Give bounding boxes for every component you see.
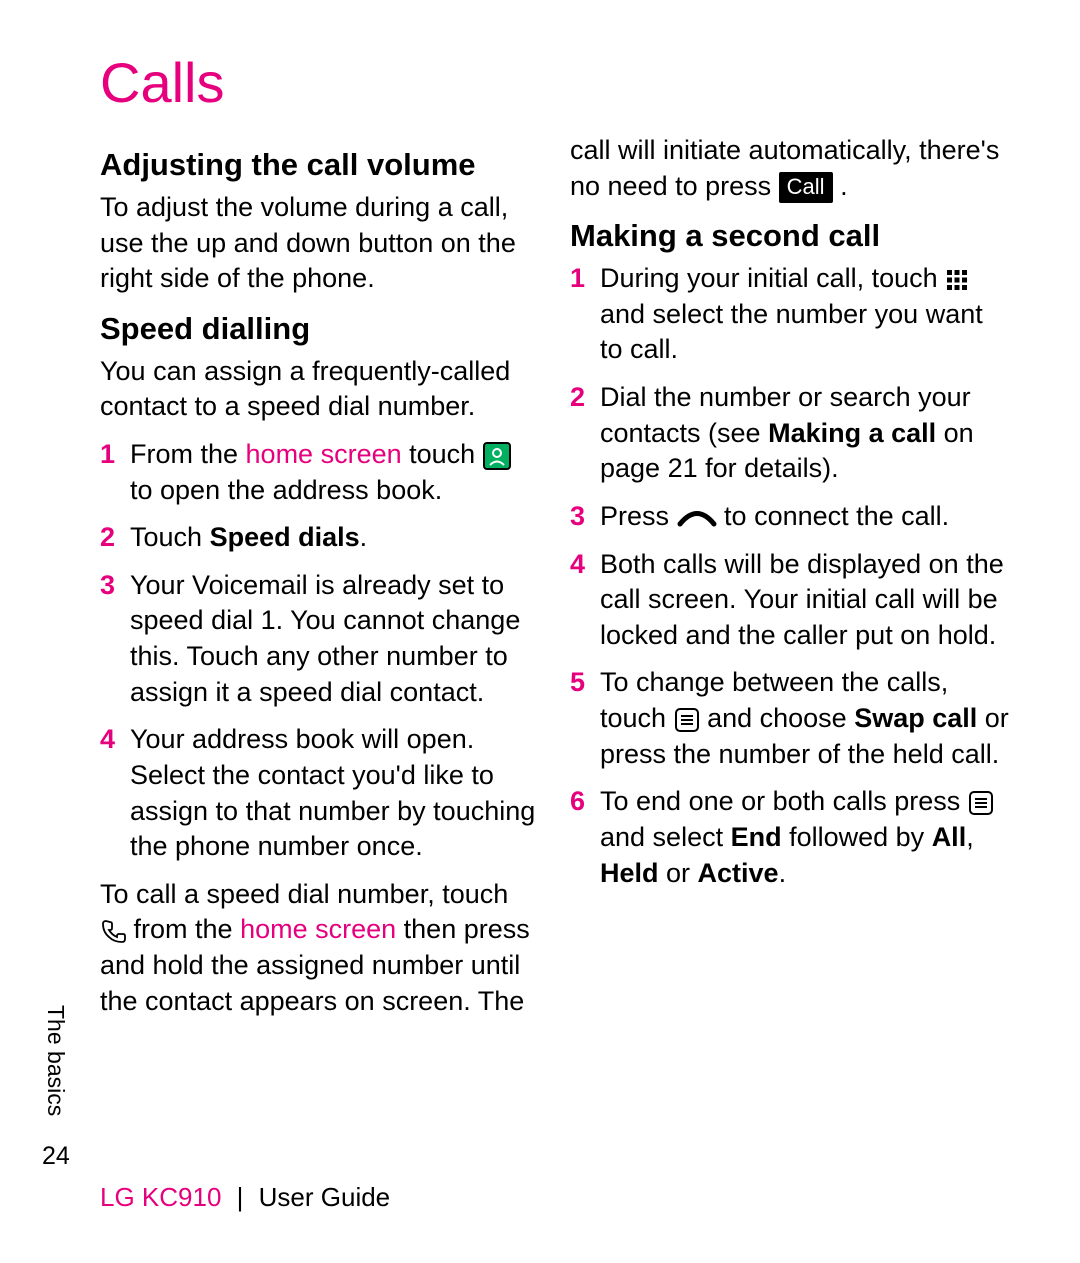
second-call-steps: 1 During your initial call, touch and se… xyxy=(570,261,1010,891)
step-text: . xyxy=(779,858,787,888)
list-item: 2 Dial the number or search your contact… xyxy=(570,380,1010,487)
step-number: 1 xyxy=(570,261,585,297)
bold-end: End xyxy=(731,822,782,852)
speed-dial-steps: 1 From the home screen touch to open the… xyxy=(100,437,540,865)
step-text: To end one or both calls press xyxy=(600,786,968,816)
step-number: 4 xyxy=(100,722,115,758)
list-item: 4 Your address book will open. Select th… xyxy=(100,722,540,865)
keypad-grid-icon xyxy=(945,268,969,292)
list-item: 1 During your initial call, touch and se… xyxy=(570,261,1010,368)
step-number: 3 xyxy=(570,499,585,535)
text: To call a speed dial number, touch xyxy=(100,879,508,909)
step-text: , xyxy=(966,822,974,852)
step-text: and choose xyxy=(707,703,854,733)
step-text: and select the number you want to call. xyxy=(600,299,983,365)
left-column: Adjusting the call volume To adjust the … xyxy=(100,133,540,1031)
step-number: 2 xyxy=(100,520,115,556)
list-item: 3 Press to connect the call. xyxy=(570,499,1010,535)
para-continuation: call will initiate automatically, there'… xyxy=(570,133,1010,204)
bold-making-a-call: Making a call xyxy=(768,418,936,448)
footer-separator: | xyxy=(237,1182,244,1212)
para-speed-dial-call: To call a speed dial number, touch from … xyxy=(100,877,540,1020)
para-speed-dial-intro: You can assign a frequently-called conta… xyxy=(100,354,540,425)
list-item: 4 Both calls will be displayed on the ca… xyxy=(570,547,1010,654)
list-item: 2 Touch Speed dials. xyxy=(100,520,540,556)
step-text: to open the address book. xyxy=(130,475,442,505)
step-text: to connect the call. xyxy=(724,501,949,531)
contacts-icon xyxy=(483,442,511,470)
right-column: call will initiate automatically, there'… xyxy=(570,133,1010,1031)
bold-speed-dials: Speed dials xyxy=(210,522,360,552)
footer-model: LG KC910 xyxy=(100,1182,221,1212)
step-text: and select xyxy=(600,822,731,852)
list-item: 3 Your Voicemail is already set to speed… xyxy=(100,568,540,711)
footer-guide: User Guide xyxy=(259,1182,391,1212)
link-home-screen: home screen xyxy=(246,439,402,469)
text: from the xyxy=(134,914,241,944)
list-item: 6 To end one or both calls press and sel… xyxy=(570,784,1010,891)
menu-icon xyxy=(674,707,700,733)
step-number: 4 xyxy=(570,547,585,583)
phone-handset-icon xyxy=(100,918,126,944)
step-text: touch xyxy=(402,439,483,469)
footer: LG KC910 | User Guide xyxy=(100,1182,390,1213)
heading-second-call: Making a second call xyxy=(570,216,1010,257)
step-number: 2 xyxy=(570,380,585,416)
step-text: Your address book will open. Select the … xyxy=(130,724,535,861)
manual-page: Calls Adjusting the call volume To adjus… xyxy=(0,0,1080,1263)
page-title: Calls xyxy=(100,50,1010,115)
link-home-screen: home screen xyxy=(240,914,396,944)
step-text: or xyxy=(659,858,698,888)
bold-swap-call: Swap call xyxy=(854,703,977,733)
step-text: During your initial call, touch xyxy=(600,263,945,293)
call-button-icon: Call xyxy=(779,172,833,203)
step-text: Press xyxy=(600,501,677,531)
step-text: Your Voicemail is already set to speed d… xyxy=(130,570,520,707)
step-number: 1 xyxy=(100,437,115,473)
step-text: Both calls will be displayed on the call… xyxy=(600,549,1004,650)
step-text: From the xyxy=(130,439,246,469)
step-number: 3 xyxy=(100,568,115,604)
page-number: 24 xyxy=(42,1142,70,1171)
bold-all: All xyxy=(932,822,967,852)
text: . xyxy=(840,171,848,201)
section-tab: The basics xyxy=(42,1005,69,1116)
heading-adjust-volume: Adjusting the call volume xyxy=(100,145,540,186)
step-text: Touch xyxy=(130,522,210,552)
heading-speed-dial: Speed dialling xyxy=(100,309,540,350)
step-number: 5 xyxy=(570,665,585,701)
step-text: followed by xyxy=(782,822,932,852)
list-item: 5 To change between the calls, touch and… xyxy=(570,665,1010,772)
call-connect-icon xyxy=(677,509,717,527)
content-columns: Adjusting the call volume To adjust the … xyxy=(100,133,1010,1031)
bold-active: Active xyxy=(698,858,779,888)
para-adjust-volume: To adjust the volume during a call, use … xyxy=(100,190,540,297)
menu-icon xyxy=(968,790,994,816)
list-item: 1 From the home screen touch to open the… xyxy=(100,437,540,508)
step-number: 6 xyxy=(570,784,585,820)
step-text: . xyxy=(360,522,368,552)
bold-held: Held xyxy=(600,858,659,888)
